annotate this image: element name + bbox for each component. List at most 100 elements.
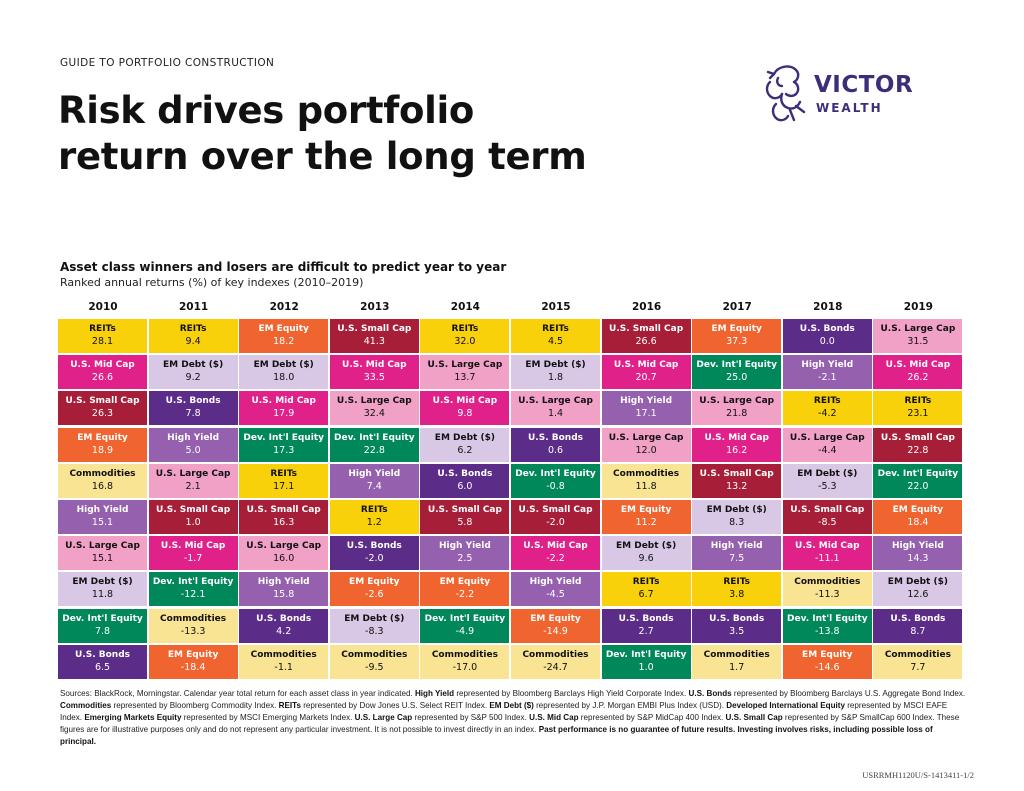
return-cell: Dev. Int'l Equity -0.8 [511, 463, 600, 498]
return-value: 14.3 [907, 553, 929, 565]
asset-class-label: U.S. Mid Cap [885, 360, 951, 371]
return-value: 3.8 [729, 589, 745, 601]
asset-class-label: REITs [904, 396, 932, 407]
return-value: -11.1 [815, 553, 840, 565]
return-cell: U.S. Mid Cap -11.1 [782, 536, 872, 571]
asset-class-label: Dev. Int'l Equity [243, 432, 324, 443]
return-value: -18.4 [180, 661, 206, 673]
return-value: 2.7 [638, 625, 654, 637]
return-cell: Dev. Int'l Equity 22.0 [873, 463, 963, 498]
asset-class-label: U.S. Bonds [346, 541, 402, 552]
return-cell: U.S. Mid Cap -2.2 [511, 536, 600, 571]
year-header-2014: 2014 [450, 301, 480, 313]
return-value: 1.7 [729, 661, 745, 673]
return-value: 21.8 [726, 408, 748, 420]
return-cell: U.S. Bonds 6.5 [58, 644, 147, 679]
return-value: -2.6 [365, 589, 384, 601]
return-value: 17.3 [273, 444, 295, 456]
year-header-2013: 2013 [360, 301, 390, 313]
return-cell: U.S. Small Cap 1.0 [148, 500, 238, 534]
return-value: -2.2 [546, 553, 565, 565]
asset-class-label: U.S. Large Cap [608, 432, 684, 443]
return-value: 17.1 [273, 480, 295, 492]
return-cell: EM Debt ($) -5.3 [782, 463, 872, 498]
year-header-2015: 2015 [541, 301, 571, 313]
return-value: 22.8 [363, 444, 385, 456]
return-cell: Dev. Int'l Equity -4.9 [420, 608, 510, 643]
return-cell: U.S. Large Cap 16.0 [239, 536, 329, 571]
return-cell: EM Equity -18.4 [148, 644, 238, 679]
asset-class-label: EM Debt ($) [797, 468, 858, 479]
asset-class-label: U.S. Mid Cap [342, 360, 407, 371]
return-value: 22.0 [907, 480, 929, 492]
return-value: 33.5 [363, 372, 385, 384]
asset-class-label: Dev. Int'l Equity [62, 613, 143, 624]
return-cell: EM Debt ($) 12.6 [873, 572, 963, 607]
asset-class-label: High Yield [529, 577, 582, 588]
footnote-emphasis: Past performance is no guarantee of futu… [60, 725, 933, 746]
return-value: 7.4 [366, 480, 382, 492]
return-cell: U.S. Small Cap 22.8 [873, 427, 963, 462]
asset-class-label: EM Equity [802, 649, 853, 660]
return-value: -9.5 [365, 661, 384, 673]
return-value: -4.5 [546, 589, 565, 601]
asset-class-label: U.S. Small Cap [790, 505, 865, 515]
return-value: 12.0 [635, 444, 657, 456]
asset-class-label: U.S. Small Cap [427, 505, 502, 515]
return-cell: Dev. Int'l Equity 17.3 [239, 427, 329, 462]
asset-class-label: REITs [542, 324, 569, 334]
asset-class-label: U.S. Small Cap [337, 324, 412, 334]
return-cell: REITs 9.4 [148, 319, 238, 353]
asset-class-label: U.S. Mid Cap [613, 360, 679, 371]
return-value: 9.2 [185, 372, 201, 384]
logo-wordmark-wealth: WEALTH [816, 101, 883, 115]
return-cell: High Yield -2.1 [782, 355, 872, 390]
return-value: -1.7 [183, 553, 203, 565]
asset-class-label: U.S. Bonds [618, 613, 674, 624]
asset-class-label: High Yield [167, 432, 220, 443]
asset-class-label: EM Equity [258, 324, 309, 334]
year-header-2012: 2012 [269, 301, 299, 313]
return-cell: U.S. Small Cap 13.2 [692, 463, 782, 498]
return-value: 25.0 [726, 372, 748, 384]
footnote-text: represented by S&P 500 Index. [412, 713, 530, 722]
return-cell: REITs -4.2 [782, 391, 872, 426]
return-cell: Dev. Int'l Equity -13.8 [782, 608, 872, 643]
year-header-2019: 2019 [903, 301, 933, 313]
return-value: 7.7 [910, 661, 926, 673]
asset-class-label: U.S. Bonds [890, 613, 946, 624]
return-value: 18.4 [907, 517, 929, 528]
footnote-text: Sources: BlackRock, Morningstar. Calenda… [60, 689, 415, 698]
asset-class-label: Commodities [522, 649, 589, 660]
footnote-text: represented by Bloomberg Commodity Index… [111, 701, 279, 710]
return-cell: U.S. Mid Cap 17.9 [239, 391, 329, 426]
asset-class-label: REITs [723, 577, 751, 588]
footnote-text: represented by S&P SmallCap 600 Index. T… [60, 713, 960, 734]
return-cell: EM Debt ($) 8.3 [692, 500, 782, 534]
return-cell: Commodities 1.7 [692, 644, 782, 679]
return-cell: U.S. Mid Cap 26.6 [58, 355, 147, 390]
return-value: 5.0 [185, 444, 201, 456]
return-cell: Dev. Int'l Equity 25.0 [692, 355, 782, 390]
asset-class-label: EM Debt ($) [253, 360, 314, 371]
return-cell: U.S. Large Cap 2.1 [148, 463, 238, 498]
asset-class-label: U.S. Large Cap [518, 396, 593, 407]
return-cell: High Yield 17.1 [601, 391, 691, 426]
return-value: 16.8 [91, 480, 114, 492]
return-value: 7.8 [94, 625, 111, 637]
asset-class-label: High Yield [620, 396, 673, 407]
return-value: -8.3 [365, 625, 384, 637]
asset-class-label: EM Debt ($) [887, 577, 948, 588]
asset-class-label: U.S. Small Cap [65, 396, 140, 407]
asset-class-label: U.S. Mid Cap [160, 541, 226, 552]
asset-class-label: EM Debt ($) [72, 577, 133, 588]
return-value: 1.0 [638, 661, 654, 673]
return-cell: High Yield 14.3 [873, 536, 963, 571]
victor-wealth-logo: VICTOR WEALTH [760, 60, 920, 126]
asset-class-label: Commodities [794, 577, 861, 588]
return-cell: EM Equity -2.6 [329, 572, 419, 607]
return-cell: EM Equity -14.6 [782, 644, 872, 679]
return-value: 2.1 [185, 480, 201, 492]
return-value: -17.0 [452, 661, 478, 673]
asset-class-label: High Yield [891, 541, 944, 552]
